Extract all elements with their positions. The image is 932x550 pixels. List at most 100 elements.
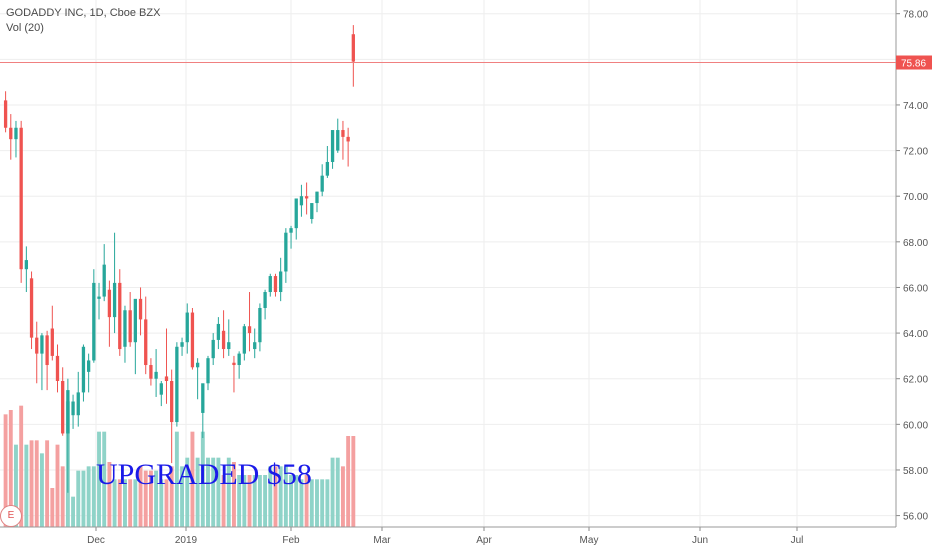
volume-bar [237,475,242,527]
volume-bar [143,470,148,527]
candle-body [3,100,8,128]
volume-bar [123,479,127,527]
candle-body [9,127,13,140]
volume-bar [133,479,138,527]
candle-body [29,278,34,338]
candle-body [279,271,283,293]
volume-bar [8,410,13,527]
candle-body [320,175,324,192]
volume-bar [226,457,231,527]
volume-bar [180,466,185,527]
candle-body [310,203,314,220]
candle-body [92,282,96,361]
candle-body [102,264,106,297]
candle-body [180,342,184,347]
volume-bar [185,457,190,527]
volume-bar [211,457,216,527]
candle-body [195,362,200,368]
volume-bar [330,457,335,527]
candle-body [294,198,298,229]
candle-body [71,401,75,416]
volume-bar [268,466,273,527]
volume-bar [190,431,195,527]
volume-bar [45,440,50,527]
candle-body [61,380,65,434]
candle-body [273,276,278,293]
volume-bar [340,466,345,527]
axis-corner [897,527,932,550]
volume-bar [76,470,81,527]
candle-body [164,376,169,381]
candle-body [107,289,112,318]
candle-body [242,326,246,354]
volume-bar [91,466,96,527]
volume-bar [252,475,257,527]
candle-body [330,130,335,162]
candle-body [76,392,80,416]
x-tick-label: Dec [87,535,105,546]
volume-bars [3,401,356,527]
y-tick-label: 66.00 [903,283,928,294]
last-price-line: 75.86 [0,55,932,70]
volume-bar [71,496,76,527]
volume-bar [283,466,288,527]
x-tick-label: Feb [282,535,300,546]
candle-body [112,282,117,318]
volume-bar [148,470,153,527]
y-tick-label: 78.00 [903,10,928,21]
volume-bar [278,466,283,527]
grid-lines [0,0,896,527]
x-tick-label: Apr [476,535,492,546]
volume-bar [19,405,24,527]
volume-bar [273,466,278,527]
earnings-marker[interactable]: E [0,505,22,527]
volume-bar [257,475,262,527]
volume-bar [315,479,319,527]
candle-body [237,353,241,366]
candle-body [133,298,137,343]
candle-body [40,335,44,354]
volume-bar [39,453,44,527]
volume-bar [159,479,164,527]
candle-body [175,346,179,423]
candle-body [24,260,29,270]
candle-body [97,296,101,299]
candle-body [216,323,221,340]
y-tick-label: 60.00 [903,420,928,431]
candle-body [341,130,345,137]
volume-bar [200,431,205,527]
candle-body [289,228,293,233]
candle-body [185,312,189,343]
volume-bar [195,457,200,527]
candle-body [325,161,330,176]
candle-body [14,127,18,140]
candle-body [19,127,23,270]
y-tick-label: 70.00 [903,192,928,203]
volume-bar [335,457,340,527]
volume-bar [242,475,247,527]
volume-bar [3,414,8,527]
x-tick-label: May [580,535,599,546]
candles [3,25,355,493]
candle-body [138,298,143,320]
candle-body [35,337,39,354]
candle-body [268,276,272,293]
candle-body [258,307,262,343]
volume-bar [102,431,107,527]
candle-body [299,196,304,206]
volume-bar [55,444,60,527]
candle-body [206,358,210,384]
candle-body [154,371,158,379]
volume-bar [320,479,325,527]
volume-bar [50,488,55,527]
candle-body [123,310,127,347]
volume-bar [247,475,252,527]
candle-body [128,310,132,343]
volume-bar [174,431,179,527]
last-price-label: 75.86 [901,59,926,70]
candle-body [81,346,86,393]
candle-body [86,360,91,372]
y-tick-label: 58.00 [903,466,928,477]
